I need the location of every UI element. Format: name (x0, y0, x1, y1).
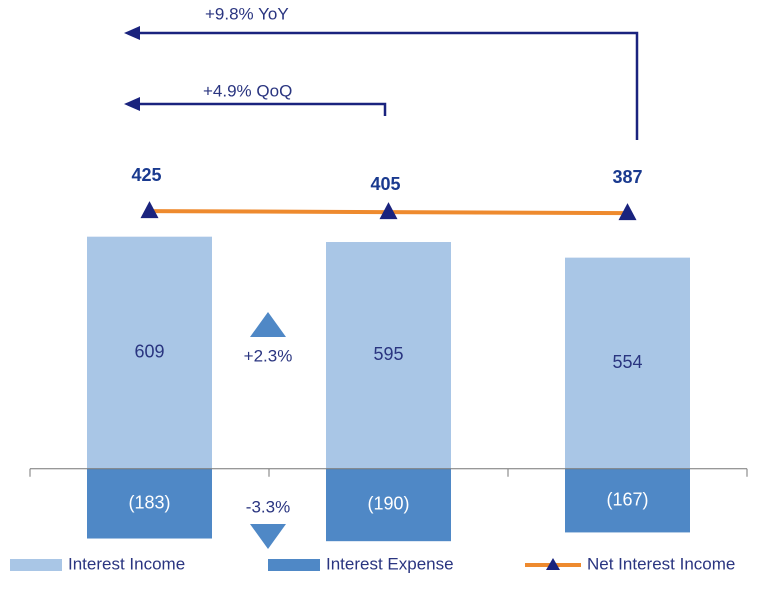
yoy-arrowhead (124, 26, 140, 40)
bar-value-label: 554 (612, 352, 642, 372)
qoq-arrow (138, 102, 387, 116)
yoy-arrow (138, 31, 639, 140)
up-triangle (250, 312, 286, 337)
annotation: +4.9% QoQ (203, 81, 292, 100)
legend-label: Net Interest Income (587, 554, 735, 573)
bar-value-label: 609 (134, 341, 164, 361)
bar-value-label: (167) (606, 489, 648, 509)
bar (87, 468, 212, 539)
line-marker (379, 202, 398, 220)
legend-marker (546, 558, 560, 570)
line-value-label: 425 (131, 165, 161, 185)
legend-swatch (10, 559, 62, 571)
bar (326, 242, 451, 469)
line-value-label: 405 (370, 174, 400, 194)
line-marker (140, 201, 159, 219)
annotation: +9.8% YoY (205, 4, 289, 23)
bar-value-label: 595 (373, 344, 403, 364)
legend-label: Interest Income (68, 554, 185, 573)
bar (87, 236, 212, 469)
line-marker (618, 203, 637, 221)
down-triangle (250, 524, 286, 549)
bar (326, 468, 451, 542)
bar (565, 468, 690, 533)
qoq-arrowhead (124, 97, 140, 111)
annotation: +2.3% (244, 346, 293, 365)
legend-swatch (268, 559, 320, 571)
bar (565, 257, 690, 469)
bar-value-label: (190) (367, 494, 409, 514)
annotation: -3.3% (246, 497, 290, 516)
line-value-label: 387 (612, 167, 642, 187)
bar-value-label: (183) (128, 492, 170, 512)
legend-label: Interest Expense (326, 554, 454, 573)
